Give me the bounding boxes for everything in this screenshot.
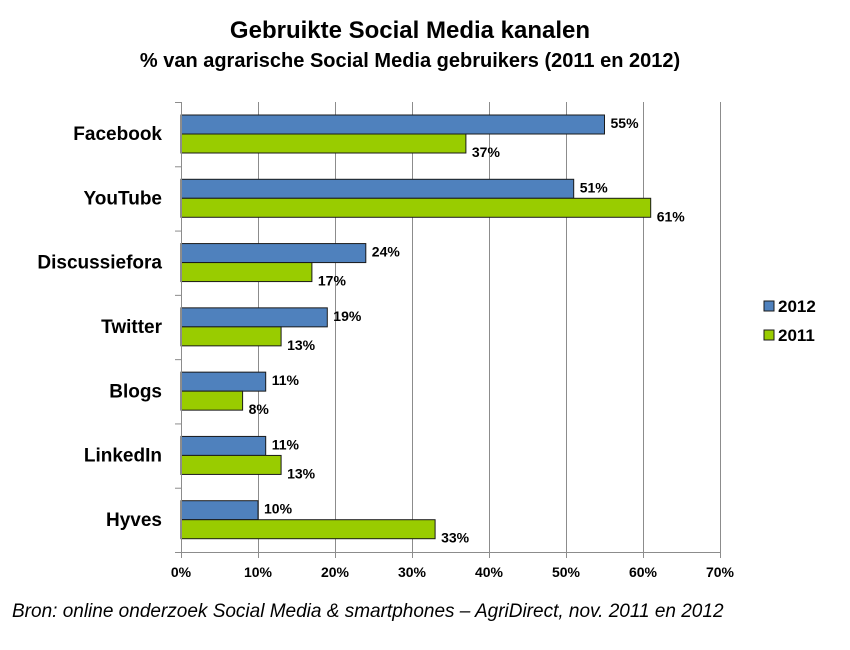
bar-2012-youtube xyxy=(180,178,575,199)
bar-2011-blogs xyxy=(180,390,244,411)
category-label-discussiefora: Discussiefora xyxy=(37,253,162,274)
bars: 55%37%51%61%24%17%19%13%11%8%11%13%10%33… xyxy=(180,114,686,546)
data-label-2012-facebook: 55% xyxy=(611,115,640,131)
x-tick-label: 20% xyxy=(321,564,350,580)
bar-2012-linkedin xyxy=(180,435,267,456)
gridlines xyxy=(258,102,721,552)
bar-2012-facebook xyxy=(180,114,605,135)
x-tick-label: 60% xyxy=(629,564,658,580)
bar-2011-hyves xyxy=(180,519,436,540)
data-label-2011-facebook: 37% xyxy=(472,144,501,160)
source-note: Bron: online onderzoek Social Media & sm… xyxy=(12,601,724,622)
bar-2012-blogs xyxy=(180,371,267,392)
bar-2012-hyves xyxy=(180,500,259,521)
data-label-2012-twitter: 19% xyxy=(333,308,362,324)
legend: 2012 2011 xyxy=(763,297,816,345)
chart-title: Gebruikte Social Media kanalen xyxy=(230,17,590,44)
axes: Facebook YouTube Discussiefora Twitter Blogs… xyxy=(37,102,735,580)
data-label-2012-linkedin: 11% xyxy=(272,436,300,452)
bar-2011-twitter xyxy=(180,326,282,347)
category-label-facebook: Facebook xyxy=(73,124,162,145)
bar-2012-discussiefora xyxy=(180,243,367,264)
data-label-2011-hyves: 33% xyxy=(441,530,470,546)
x-tick-label: 10% xyxy=(244,564,273,580)
data-label-2011-blogs: 8% xyxy=(249,401,270,417)
x-tick-label: 0% xyxy=(171,564,192,580)
bar-2012-twitter xyxy=(180,307,328,328)
data-label-2011-discussiefora: 17% xyxy=(318,273,347,289)
data-label-2012-youtube: 51% xyxy=(580,179,609,195)
data-label-2011-youtube: 61% xyxy=(657,208,686,224)
x-tick-label: 50% xyxy=(552,564,581,580)
data-label-2012-discussiefora: 24% xyxy=(372,244,401,260)
category-label-hyves: Hyves xyxy=(106,510,162,531)
bar-2011-linkedin xyxy=(180,454,282,475)
category-label-twitter: Twitter xyxy=(101,317,162,338)
category-label-blogs: Blogs xyxy=(109,381,162,402)
data-label-2012-hyves: 10% xyxy=(264,501,293,517)
legend-swatch-2012 xyxy=(763,300,775,312)
legend-swatch-2011 xyxy=(763,329,775,341)
x-tick-label: 30% xyxy=(398,564,427,580)
legend-label-2012: 2012 xyxy=(778,297,816,316)
bar-2011-youtube xyxy=(180,197,652,218)
data-label-2011-linkedin: 13% xyxy=(287,465,316,481)
x-tick-label: 70% xyxy=(706,564,735,580)
chart-subtitle: % van agrarische Social Media gebruikers… xyxy=(140,50,680,72)
category-label-linkedin: LinkedIn xyxy=(84,446,162,467)
legend-label-2011: 2011 xyxy=(778,326,815,345)
bar-2011-facebook xyxy=(180,133,467,154)
bar-2011-discussiefora xyxy=(180,262,313,283)
data-label-2012-blogs: 11% xyxy=(272,372,300,388)
category-label-youtube: YouTube xyxy=(84,188,162,209)
x-tick-label: 40% xyxy=(475,564,504,580)
data-label-2011-twitter: 13% xyxy=(287,337,316,353)
